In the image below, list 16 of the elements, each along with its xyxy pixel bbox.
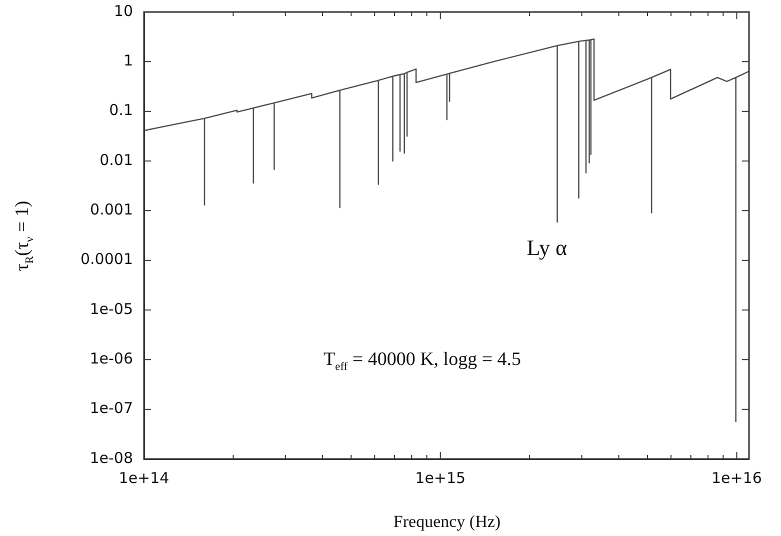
y-tick-label: 1e-07 [90, 399, 133, 418]
y-tick-label: 1e-05 [90, 300, 133, 318]
y-tick-label: 1e-08 [90, 448, 133, 467]
x-tick-label: 1e+16 [712, 468, 762, 487]
y-tick-label: 0.0001 [80, 250, 133, 268]
x-tick-label: 1e+14 [118, 468, 170, 487]
x-tick-label: 1e+15 [415, 468, 466, 487]
y-tick-label: 10 [114, 2, 133, 20]
x-axis-title: Frequency (Hz) [393, 512, 501, 532]
annotation: Ly α [526, 234, 568, 261]
annotation: T$_{eff}$ = 40000 K, logg = 4.5 [324, 348, 522, 373]
y-tick-label: 0.001 [90, 200, 133, 219]
y-tick-label: 1 [123, 52, 133, 70]
y-tick-label: 1e-06 [90, 350, 133, 368]
y-tick-label: 0.1 [109, 101, 133, 120]
y-tick-label: 0.01 [100, 150, 133, 169]
